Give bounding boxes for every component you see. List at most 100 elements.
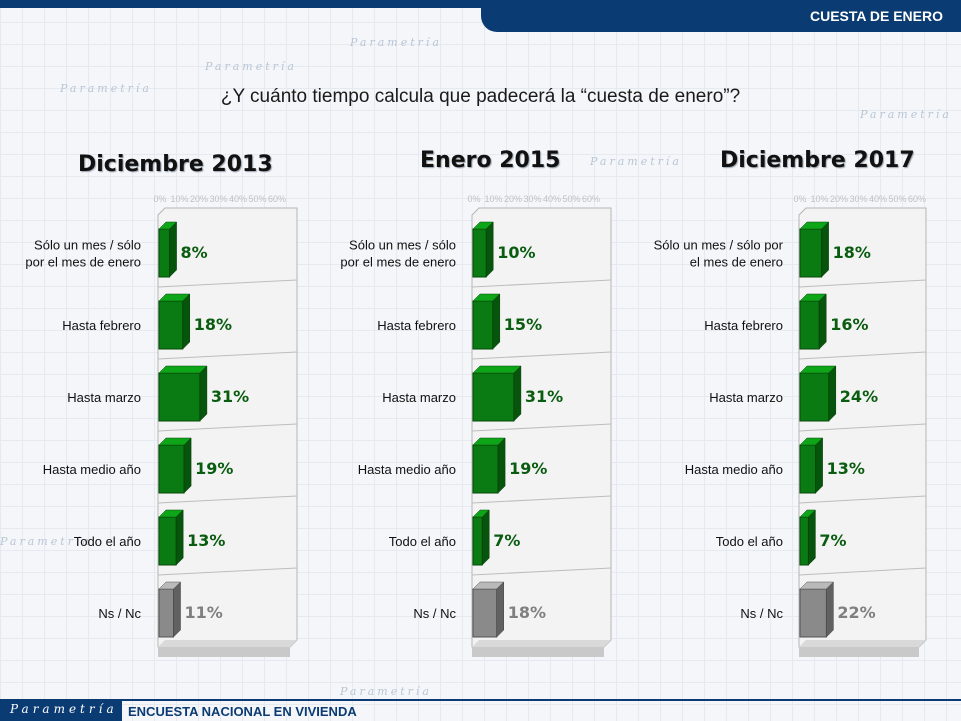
- row-gridline: [798, 567, 927, 576]
- bar-side: [182, 293, 191, 350]
- bar: [158, 588, 175, 638]
- plot-base: [799, 647, 919, 657]
- tick-label: 50%: [248, 194, 266, 204]
- row-gridline: [157, 351, 298, 360]
- data-label: 18%: [833, 243, 871, 262]
- bar-side: [492, 293, 501, 350]
- question-text: ¿Y cuánto tiempo calcula que padecerá la…: [220, 86, 741, 107]
- tick-label: 0%: [467, 194, 480, 204]
- plot-floor: [472, 640, 611, 647]
- category-label: Hasta febrero: [704, 318, 783, 333]
- plot-floor: [158, 640, 297, 647]
- category-label: Hasta febrero: [62, 318, 141, 333]
- category-label: Sólo un mes / sólo: [34, 238, 141, 253]
- category-label: Ns / Nc: [413, 606, 456, 621]
- bar-side: [485, 221, 494, 278]
- section-title: CUESTA DE ENERO: [809, 8, 943, 24]
- bar-side: [826, 581, 834, 638]
- row-gridline: [798, 351, 927, 360]
- bar: [799, 444, 817, 494]
- row-gridline: [157, 495, 298, 504]
- category-label: Todo el año: [74, 534, 141, 549]
- tick-label: 30%: [523, 194, 541, 204]
- bar-side: [828, 365, 837, 422]
- row-gridline: [157, 567, 298, 576]
- bar: [472, 588, 498, 638]
- category-label: Hasta medio año: [685, 462, 783, 477]
- bar: [799, 588, 827, 638]
- row-gridline: [157, 279, 298, 288]
- tick-label: 20%: [190, 194, 208, 204]
- bar: [158, 300, 184, 350]
- brand-name: Parametría: [10, 702, 118, 716]
- tick-label: 20%: [830, 194, 848, 204]
- bar-side: [183, 437, 192, 494]
- tick-label: 60%: [582, 194, 600, 204]
- category-label: Hasta medio año: [43, 462, 141, 477]
- tick-label: 30%: [209, 194, 227, 204]
- bar-top: [472, 365, 522, 374]
- tick-label: 40%: [869, 194, 887, 204]
- bar-side: [481, 509, 490, 566]
- bar-top: [158, 365, 208, 374]
- row-gridline: [157, 423, 298, 432]
- row-gridline: [798, 495, 927, 504]
- category-label: Hasta marzo: [382, 390, 456, 405]
- category-label: Hasta marzo: [67, 390, 141, 405]
- bar: [472, 372, 515, 422]
- category-label: Ns / Nc: [740, 606, 783, 621]
- data-label: 24%: [840, 387, 878, 406]
- bar: [472, 228, 487, 278]
- bar-side: [821, 221, 829, 278]
- chart-title-dic-2017: Diciembre 2017: [720, 148, 915, 173]
- data-label: 11%: [185, 603, 223, 622]
- top-bar: [0, 0, 961, 8]
- tick-label: 20%: [504, 194, 522, 204]
- category-label: el mes de enero: [690, 255, 783, 270]
- brand-logo: Parametría: [0, 699, 122, 721]
- bar: [799, 516, 809, 566]
- bar: [472, 444, 499, 494]
- bar-side: [175, 509, 184, 566]
- data-label: 31%: [525, 387, 563, 406]
- row-gridline: [471, 279, 612, 288]
- tick-label: 10%: [810, 194, 828, 204]
- footer-divider: [122, 699, 961, 701]
- plot-base: [158, 647, 290, 657]
- category-label: Hasta marzo: [709, 390, 783, 405]
- bar-side: [815, 437, 823, 494]
- bar-side: [169, 221, 177, 278]
- category-label: Sólo un mes / sólo por: [654, 238, 784, 253]
- bar: [158, 444, 185, 494]
- row-gridline: [471, 495, 612, 504]
- tick-label: 50%: [562, 194, 580, 204]
- tick-label: 60%: [908, 194, 926, 204]
- data-label: 19%: [509, 459, 547, 478]
- data-label: 18%: [194, 315, 232, 334]
- chart-title-dic-2013: Diciembre 2013: [78, 152, 273, 177]
- data-label: 15%: [504, 315, 542, 334]
- row-gridline: [471, 351, 612, 360]
- tick-label: 10%: [170, 194, 188, 204]
- row-gridline: [471, 423, 612, 432]
- section-tab: CUESTA DE ENERO: [481, 0, 961, 32]
- category-label: Ns / Nc: [98, 606, 141, 621]
- data-label: 7%: [493, 531, 520, 550]
- data-label: 7%: [819, 531, 846, 550]
- category-label: Todo el año: [716, 534, 783, 549]
- bar: [158, 228, 171, 278]
- data-label: 8%: [181, 243, 208, 262]
- data-label: 31%: [211, 387, 249, 406]
- data-label: 18%: [508, 603, 546, 622]
- plot-base: [472, 647, 604, 657]
- bar: [799, 372, 830, 422]
- plot-floor: [799, 640, 926, 647]
- category-label: por el mes de enero: [25, 255, 141, 270]
- tick-label: 0%: [153, 194, 166, 204]
- tick-label: 40%: [543, 194, 561, 204]
- bar: [158, 516, 177, 566]
- tick-label: 0%: [793, 194, 806, 204]
- row-gridline: [798, 423, 927, 432]
- bar: [799, 300, 820, 350]
- category-label: Hasta febrero: [377, 318, 456, 333]
